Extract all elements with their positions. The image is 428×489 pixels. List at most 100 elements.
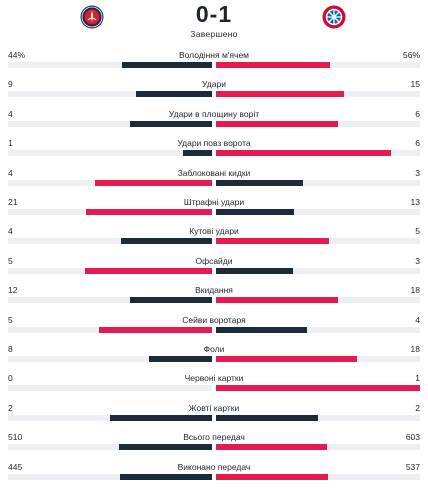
home-stat-value: 44% — [8, 50, 26, 60]
home-stat-bar-fill — [119, 473, 212, 480]
home-stat-bar — [8, 473, 212, 480]
away-stat-bar-fill — [216, 356, 358, 362]
home-stat-value: 4 — [8, 108, 13, 119]
away-stat-bar — [216, 326, 420, 333]
match-status: Завершено — [190, 29, 238, 39]
home-stat-bar — [8, 150, 212, 157]
home-stat-value: 1 — [8, 138, 13, 149]
home-stat-value: 4 — [8, 226, 13, 237]
home-stat-bar — [8, 267, 212, 274]
home-stat-bar — [8, 120, 212, 127]
away-stat-value: 2 — [415, 402, 420, 413]
home-stat-bar-fill — [182, 150, 212, 157]
stat-row: 510 Всього передач 603 — [0, 426, 428, 455]
match-header: 0-1 Завершено — [0, 0, 428, 44]
away-stat-value: 56% — [402, 50, 420, 60]
home-stat-bar-fill — [135, 91, 212, 98]
home-stat-value: 9 — [8, 79, 13, 90]
home-stat-bar-fill — [122, 62, 212, 68]
home-stat-bar-fill — [118, 444, 212, 451]
stat-label: Сейви воротаря — [182, 314, 246, 325]
away-stat-bar-fill — [216, 62, 331, 68]
away-stat-bar — [216, 356, 420, 362]
away-stat-bar — [216, 150, 420, 157]
away-stat-bar-fill — [216, 267, 293, 274]
away-stat-value: 5 — [415, 226, 420, 237]
stat-row: 5 Сейви воротаря 4 — [0, 309, 428, 338]
home-stat-bar — [8, 179, 212, 186]
psg-crest-icon[interactable] — [80, 5, 104, 29]
home-stat-value: 5 — [8, 314, 13, 325]
away-stat-value: 18 — [410, 344, 420, 354]
away-stat-bar — [216, 209, 420, 215]
away-stat-bar — [216, 444, 420, 451]
stat-label: Удари в площину воріт — [168, 108, 260, 119]
stat-label: Штрафні удари — [183, 197, 245, 207]
home-stat-bar — [8, 385, 212, 392]
stat-row: 21 Штрафні удари 13 — [0, 191, 428, 220]
away-stat-value: 18 — [410, 285, 420, 296]
away-stat-value: 3 — [415, 255, 420, 266]
stat-label: Вкидання — [195, 285, 233, 296]
away-stat-bar — [216, 179, 420, 186]
home-stat-bar — [8, 414, 212, 421]
stat-row: 9 Удари 15 — [0, 73, 428, 102]
home-stat-bar — [8, 444, 212, 451]
home-stat-bar — [8, 326, 212, 333]
away-stat-bar — [216, 414, 420, 421]
away-stat-bar — [216, 62, 420, 68]
away-stat-value: 1 — [415, 373, 420, 384]
home-stat-bar — [8, 356, 212, 362]
away-stat-bar-fill — [216, 444, 327, 451]
away-stat-bar — [216, 120, 420, 127]
home-stat-bar — [8, 209, 212, 215]
stat-label: Заблоковані кидки — [177, 167, 251, 178]
home-stat-bar — [8, 238, 212, 245]
home-stat-bar-fill — [121, 238, 212, 245]
stat-label: Жовті картки — [188, 402, 240, 413]
stat-label: Фоли — [203, 344, 225, 354]
stat-label: Виконано передач — [177, 461, 251, 472]
home-stat-value: 4 — [8, 167, 13, 178]
away-stat-bar — [216, 385, 420, 392]
stat-row: 4 Удари в площину воріт 6 — [0, 103, 428, 132]
home-stat-value: 445 — [8, 461, 23, 472]
away-stat-bar-fill — [216, 120, 339, 127]
stat-row: 1 Удари повз ворота 6 — [0, 132, 428, 161]
away-stat-bar-fill — [216, 473, 328, 480]
match-score: 0-1 — [195, 1, 233, 27]
away-stat-bar-fill — [216, 297, 339, 304]
home-stat-bar-fill — [130, 120, 212, 127]
stat-row: 12 Вкидання 18 — [0, 279, 428, 308]
stat-row: 445 Виконано передач 537 — [0, 456, 428, 485]
home-stat-bar — [8, 91, 212, 98]
away-stat-bar-fill — [216, 326, 307, 333]
away-stat-bar-fill — [216, 150, 391, 157]
stat-label: Кутові удари — [189, 226, 239, 237]
away-stat-value: 6 — [415, 108, 420, 119]
home-stat-value: 510 — [8, 432, 23, 443]
stat-row: 0 Червоні картки 1 — [0, 367, 428, 396]
home-stat-value: 2 — [8, 402, 13, 413]
home-stat-bar — [8, 62, 212, 68]
away-stat-value: 6 — [415, 138, 420, 149]
stat-row: 8 Фоли 18 — [0, 338, 428, 367]
away-stat-bar-fill — [216, 179, 304, 186]
stat-row: 4 Заблоковані кидки 3 — [0, 162, 428, 191]
home-stat-bar — [8, 297, 212, 304]
stat-row: 4 Кутові удари 5 — [0, 220, 428, 249]
home-stat-bar-fill — [86, 209, 212, 215]
home-stat-bar-fill — [98, 326, 212, 333]
away-stat-bar — [216, 473, 420, 480]
away-stat-bar — [216, 297, 420, 304]
stat-row: 5 Офсайди 3 — [0, 250, 428, 279]
home-stat-bar-fill — [149, 356, 212, 362]
stat-label: Всього передач — [183, 432, 245, 443]
stat-label: Удари повз ворота — [177, 138, 251, 149]
away-stat-value: 4 — [415, 314, 420, 325]
away-stat-value: 13 — [410, 197, 420, 207]
away-stat-bar-fill — [216, 209, 294, 215]
bayern-crest-icon[interactable] — [322, 5, 346, 29]
home-stat-value: 21 — [8, 197, 18, 207]
away-stat-bar — [216, 91, 420, 98]
